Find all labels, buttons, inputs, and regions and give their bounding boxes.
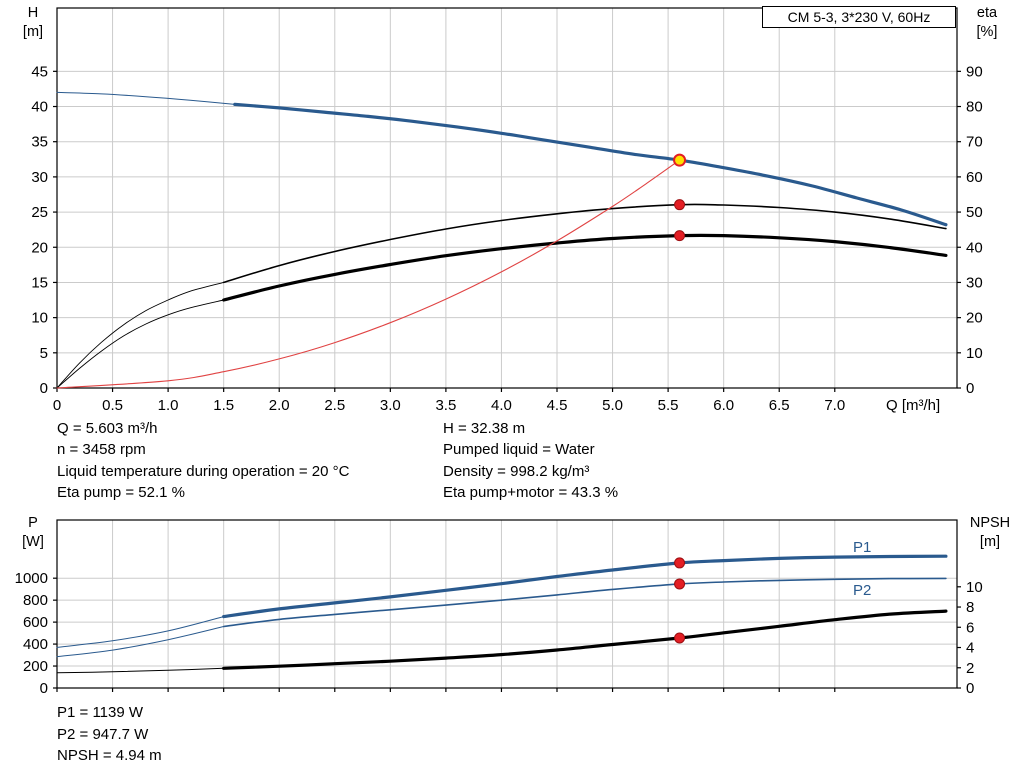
info-q: Q = 5.603 m³/h: [57, 420, 158, 437]
info-temp: Liquid temperature during operation = 20…: [57, 463, 350, 480]
right-tick-label: 10: [966, 345, 983, 362]
npsh-axis-unit: [m]: [979, 534, 1001, 550]
h-curve-thin: [56, 91, 236, 105]
right-tick-label: 20: [966, 310, 983, 327]
x-tick-label: 3.0: [380, 397, 401, 414]
p2-curve-label: P2: [853, 582, 872, 599]
p2-curve: [222, 577, 947, 628]
right-tick-label: 10: [966, 579, 983, 596]
eta-pump-thin: [56, 281, 225, 389]
info-h: H = 32.38 m: [443, 420, 526, 437]
x-tick-label: 4.5: [547, 397, 568, 414]
left-tick-label: 1000: [15, 570, 48, 587]
p1-curve-thin: [56, 616, 225, 648]
left-tick-label: 45: [31, 63, 48, 80]
h-curve: [233, 102, 948, 227]
info-eta-pump-motor: Eta pump+motor = 43.3 %: [443, 484, 619, 501]
npsh-curve: [222, 609, 948, 670]
x-tick-label: 3.5: [435, 397, 456, 414]
x-tick-label: 7.0: [824, 397, 845, 414]
h-axis-label: H [m]: [16, 4, 50, 42]
eta-axis-unit: [%]: [976, 24, 998, 40]
npsh-axis-name: NPSH: [969, 515, 1011, 531]
eta-axis-name: eta: [976, 5, 998, 21]
left-tick-label: 200: [23, 658, 48, 675]
x-tick-label: 0.5: [102, 397, 123, 414]
plot-border: [56, 519, 958, 689]
left-tick-label: 400: [23, 636, 48, 653]
left-tick-label: 30: [31, 169, 48, 186]
p1-curve-label: P1: [853, 539, 872, 556]
p-axis-label: P [W]: [16, 514, 50, 552]
info-density: Density = 998.2 kg/m³: [443, 463, 590, 480]
duty-point-marker: [673, 153, 687, 167]
eta-pump-curve: [222, 203, 947, 284]
left-tick-label: 20: [31, 239, 48, 256]
left-tick-label: 0: [40, 680, 48, 697]
x-tick-label: 6.5: [769, 397, 790, 414]
eta-axis-label: eta [%]: [967, 4, 1007, 42]
x-tick-label: 2.0: [269, 397, 290, 414]
operating-point-marker: [674, 578, 686, 590]
plot-border: [56, 7, 958, 389]
x-tick-label: 6.0: [713, 397, 734, 414]
operating-point-marker: [674, 557, 686, 569]
p2-curve-thin: [56, 626, 225, 658]
npsh-axis-label: NPSH [m]: [962, 514, 1018, 552]
h-axis-unit: [m]: [22, 24, 44, 40]
right-tick-label: 30: [966, 274, 983, 291]
system-curve: [56, 159, 681, 389]
right-tick-label: 80: [966, 99, 983, 116]
left-tick-label: 15: [31, 274, 48, 291]
right-tick-label: 50: [966, 204, 983, 221]
eta-pump-motor-thin: [56, 299, 225, 389]
right-tick-label: 6: [966, 619, 974, 636]
x-tick-label: 5.5: [658, 397, 679, 414]
x-tick-label: 5.0: [602, 397, 623, 414]
eta-pump-motor-curve: [222, 233, 948, 302]
operating-point-marker: [674, 199, 686, 211]
info-speed: n = 3458 rpm: [57, 441, 146, 458]
info-eta-pump: Eta pump = 52.1 %: [57, 484, 185, 501]
x-tick-label: 0: [53, 397, 61, 414]
p1-curve: [222, 554, 948, 619]
right-tick-label: 60: [966, 169, 983, 186]
operating-point-marker: [674, 632, 686, 644]
info-p2: P2 = 947.7 W: [57, 726, 149, 743]
x-tick-label: 1.5: [213, 397, 234, 414]
npsh-curve-thin: [56, 667, 225, 674]
left-tick-label: 10: [31, 310, 48, 327]
left-tick-label: 600: [23, 614, 48, 631]
info-npsh: NPSH = 4.94 m: [57, 747, 162, 764]
left-tick-label: 5: [40, 345, 48, 362]
right-tick-label: 0: [966, 680, 974, 697]
right-tick-label: 8: [966, 599, 974, 616]
right-tick-label: 70: [966, 134, 983, 151]
pump-model-badge: CM 5-3, 3*230 V, 60Hz: [762, 6, 956, 28]
left-tick-label: 25: [31, 204, 48, 221]
x-tick-label: 4.0: [491, 397, 512, 414]
right-tick-label: 0: [966, 380, 974, 397]
p-axis-unit: [W]: [22, 534, 44, 550]
left-tick-label: 0: [40, 380, 48, 397]
left-tick-label: 800: [23, 592, 48, 609]
left-tick-label: 35: [31, 134, 48, 151]
right-tick-label: 90: [966, 63, 983, 80]
right-tick-label: 40: [966, 239, 983, 256]
info-liquid: Pumped liquid = Water: [443, 441, 595, 458]
p-axis-name: P: [28, 515, 38, 531]
left-tick-label: 40: [31, 99, 48, 116]
x-tick-label: 1.0: [158, 397, 179, 414]
info-p1: P1 = 1139 W: [57, 704, 144, 721]
right-tick-label: 4: [966, 640, 974, 657]
h-axis-name: H: [27, 5, 39, 21]
operating-point-marker: [674, 230, 686, 242]
x-tick-label: 2.5: [324, 397, 345, 414]
q-axis-label: Q [m³/h]: [886, 397, 941, 414]
right-tick-label: 2: [966, 660, 974, 677]
